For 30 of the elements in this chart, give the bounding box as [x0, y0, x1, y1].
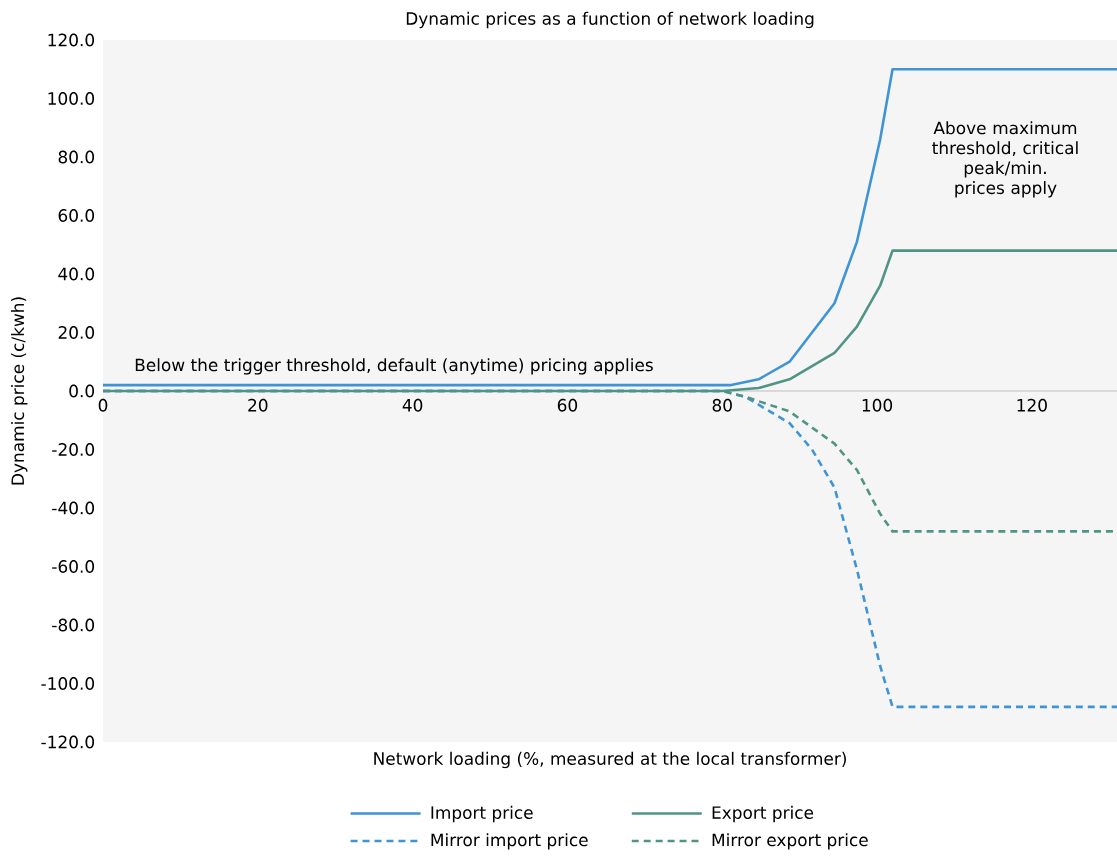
annotation: Below the trigger threshold, default (anytime) pricing applies	[135, 358, 653, 375]
y-tick-label: -40.0	[52, 501, 95, 515]
y-tick-label: -20.0	[52, 443, 95, 456]
x-tick-label: 40	[402, 398, 423, 412]
y-tick-label: -120.0	[41, 735, 95, 749]
legend-label: Mirror import price	[431, 833, 588, 850]
x-tick-label: 80	[712, 398, 732, 412]
legend-label: Export price	[712, 805, 814, 823]
annotation: Above maximum threshold, critical peak/min. prices apply	[932, 121, 1078, 198]
legend-label: Import price	[431, 805, 533, 823]
y-tick-label: 60.0	[58, 209, 95, 222]
y-tick-label: 20.0	[58, 326, 95, 339]
x-tick-label: 0	[98, 398, 108, 412]
y-tick-label: 40.0	[58, 267, 95, 281]
legend-label: Mirror export price	[712, 833, 868, 850]
y-tick-label: 80.0	[58, 150, 95, 164]
x-tick-label: 120	[1017, 398, 1047, 412]
line-series	[101, 67, 1117, 387]
y-tick-label: -100.0	[41, 677, 95, 690]
x-axis-title: Network loading (%, measured at the local transformer)	[374, 751, 846, 769]
x-tick-label: 60	[557, 398, 578, 412]
x-tick-label: 20	[248, 398, 268, 412]
x-tick-label: 100	[862, 398, 893, 412]
y-tick-label: 0.0	[69, 384, 95, 398]
y-tick-label: -80.0	[52, 618, 95, 632]
y-tick-label: 120.0	[48, 33, 95, 47]
y-axis-title: Dynamic price (c/kwh)	[11, 297, 28, 485]
chart-title: Dynamic prices as a function of network loading	[406, 11, 814, 29]
y-tick-label: 100.0	[48, 92, 95, 105]
y-tick-label: -60.0	[52, 560, 95, 573]
